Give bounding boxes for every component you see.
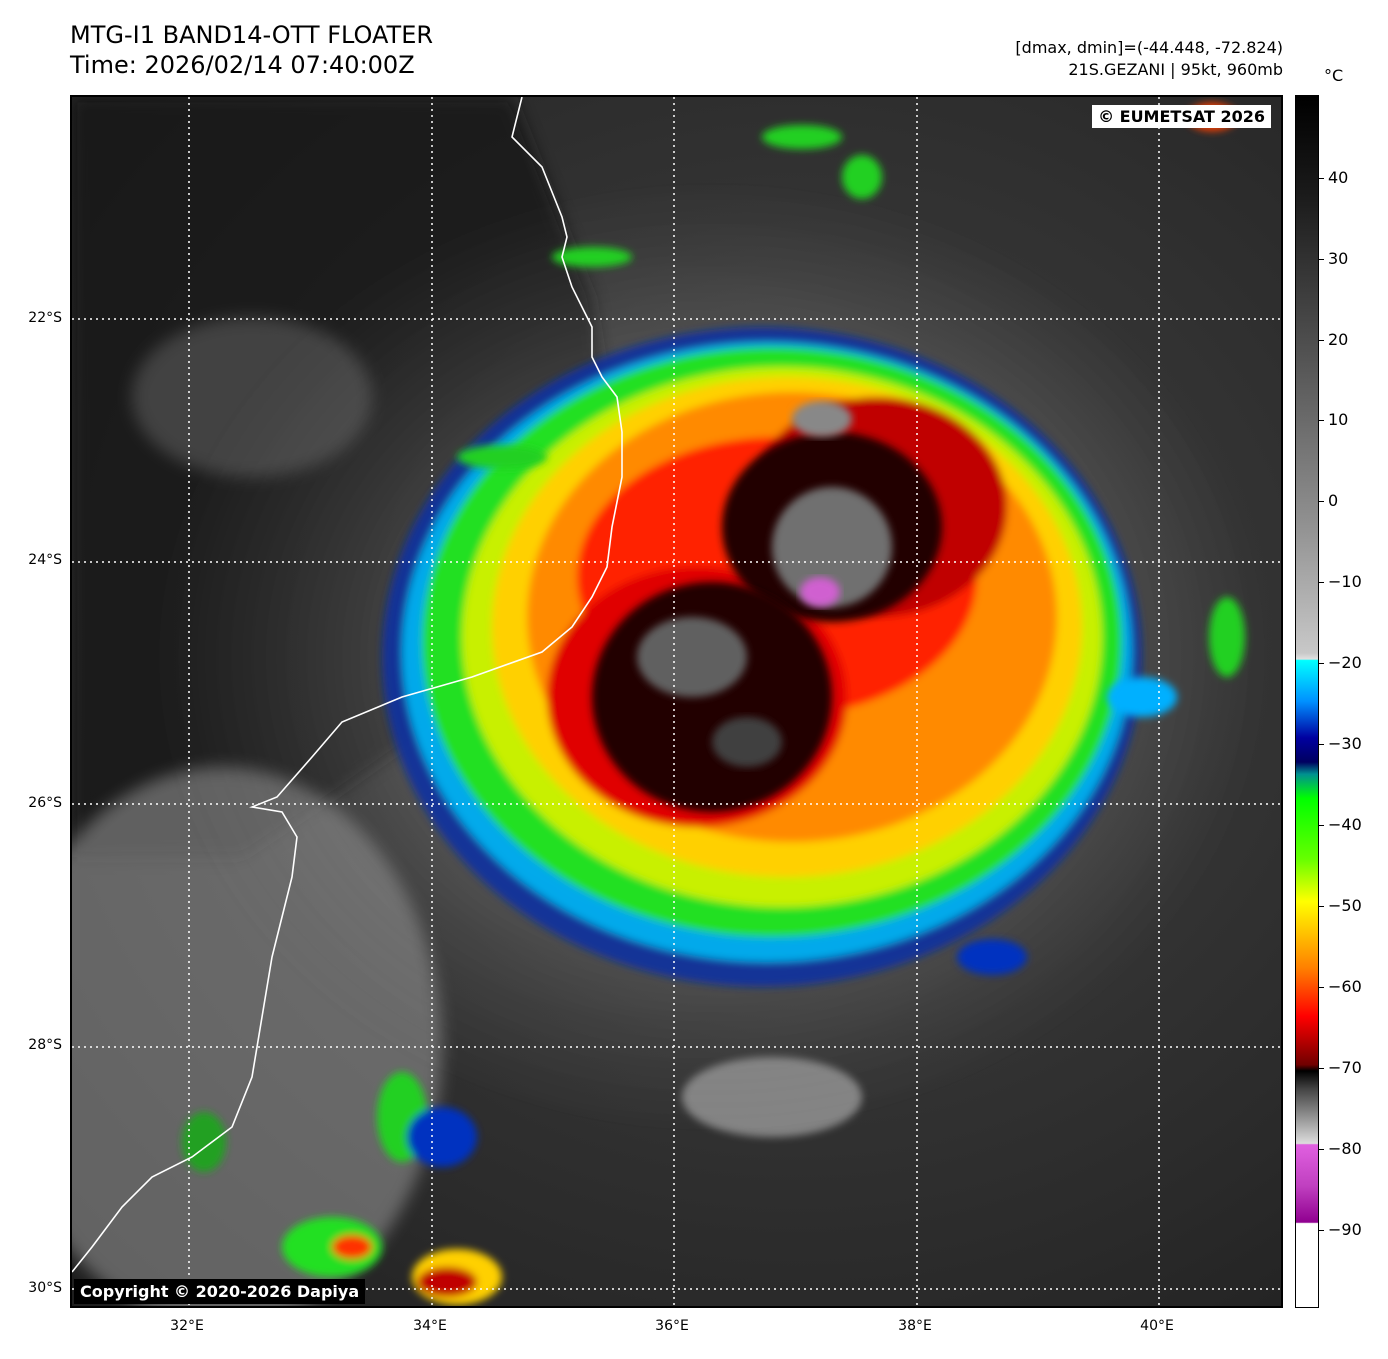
overshooting-top-north (772, 487, 892, 607)
colorbar-tick-mark (1319, 420, 1324, 421)
storm-line: 21S.GEZANI | 95kt, 960mb (1068, 60, 1283, 79)
colorbar-tick-20: 20 (1328, 330, 1349, 349)
colorbar-tick-minus50: −50 (1328, 896, 1362, 915)
lon-label-40e: 40°E (1140, 1318, 1174, 1334)
lon-label-38e: 38°E (898, 1318, 932, 1334)
colorbar-tick-minus20: −20 (1328, 653, 1362, 672)
lon-label-36e: 36°E (655, 1318, 689, 1334)
colorbar-tick-minus80: −80 (1328, 1139, 1362, 1158)
overshooting-top-south (637, 617, 747, 697)
satellite-map: © EUMETSAT 2026 Copyright © 2020-2026 Da… (70, 95, 1283, 1308)
lat-label-30s: 30°S (28, 1280, 62, 1296)
eye-hole-north (792, 401, 852, 437)
colorbar-tick-mark (1319, 1149, 1324, 1150)
colorbar-tick-mark (1319, 340, 1324, 341)
map-imagery (72, 97, 1281, 1306)
colorbar-tick-minus70: −70 (1328, 1058, 1362, 1077)
lon-label-34e: 34°E (413, 1318, 447, 1334)
colorbar-tick-minus60: −60 (1328, 977, 1362, 996)
title-line-1: MTG-I1 BAND14-OTT FLOATER (70, 21, 434, 49)
lat-label-26s: 26°S (28, 795, 62, 811)
colorbar-tick-10: 10 (1328, 410, 1349, 429)
colorbar-tick-minus10: −10 (1328, 572, 1362, 591)
eumetsat-watermark: © EUMETSAT 2026 (1092, 105, 1271, 128)
coastline (72, 97, 623, 1273)
colorbar-tick-mark (1319, 1230, 1324, 1231)
colorbar-tick-mark (1319, 663, 1324, 664)
cold-cloud-top-south (592, 582, 832, 812)
colorbar-tick-30: 30 (1328, 249, 1349, 268)
colorbar-tick-mark (1319, 178, 1324, 179)
lat-label-22s: 22°S (28, 310, 62, 326)
cold-cell-southeast (712, 717, 782, 767)
colorbar-tick-mark (1319, 501, 1324, 502)
info-block: [dmax, dmin]=(-44.448, -72.824) 21S.GEZA… (1015, 37, 1283, 81)
lat-label-28s: 28°S (28, 1037, 62, 1053)
graticule (72, 97, 1281, 1306)
dapiya-copyright: Copyright © 2020-2026 Dapiya (74, 1279, 366, 1304)
colorbar-tick-mark (1319, 825, 1324, 826)
stats-line: [dmax, dmin]=(-44.448, -72.824) (1015, 38, 1283, 57)
colorbar-tick-minus90: −90 (1328, 1220, 1362, 1239)
cold-pixels-magenta (800, 577, 840, 607)
temperature-colorbar (1295, 95, 1319, 1308)
colorbar-tick-mark (1319, 744, 1324, 745)
colorbar-tick-mark (1319, 259, 1324, 260)
colorbar-tick-minus30: −30 (1328, 734, 1362, 753)
colorbar-tick-mark (1319, 582, 1324, 583)
colorbar-tick-mark (1319, 906, 1324, 907)
lon-label-32e: 32°E (170, 1318, 204, 1334)
colorbar-tick-mark (1319, 987, 1324, 988)
title-block: MTG-I1 BAND14-OTT FLOATER Time: 2026/02/… (70, 20, 433, 80)
colorbar-unit: °C (1324, 66, 1344, 85)
colorbar-tick-minus40: −40 (1328, 815, 1362, 834)
colorbar-tick-mark (1319, 1068, 1324, 1069)
lat-label-24s: 24°S (28, 552, 62, 568)
colorbar-tick-40: 40 (1328, 168, 1349, 187)
title-line-2: Time: 2026/02/14 07:40:00Z (70, 51, 415, 79)
colorbar-tick-0: 0 (1328, 491, 1339, 510)
